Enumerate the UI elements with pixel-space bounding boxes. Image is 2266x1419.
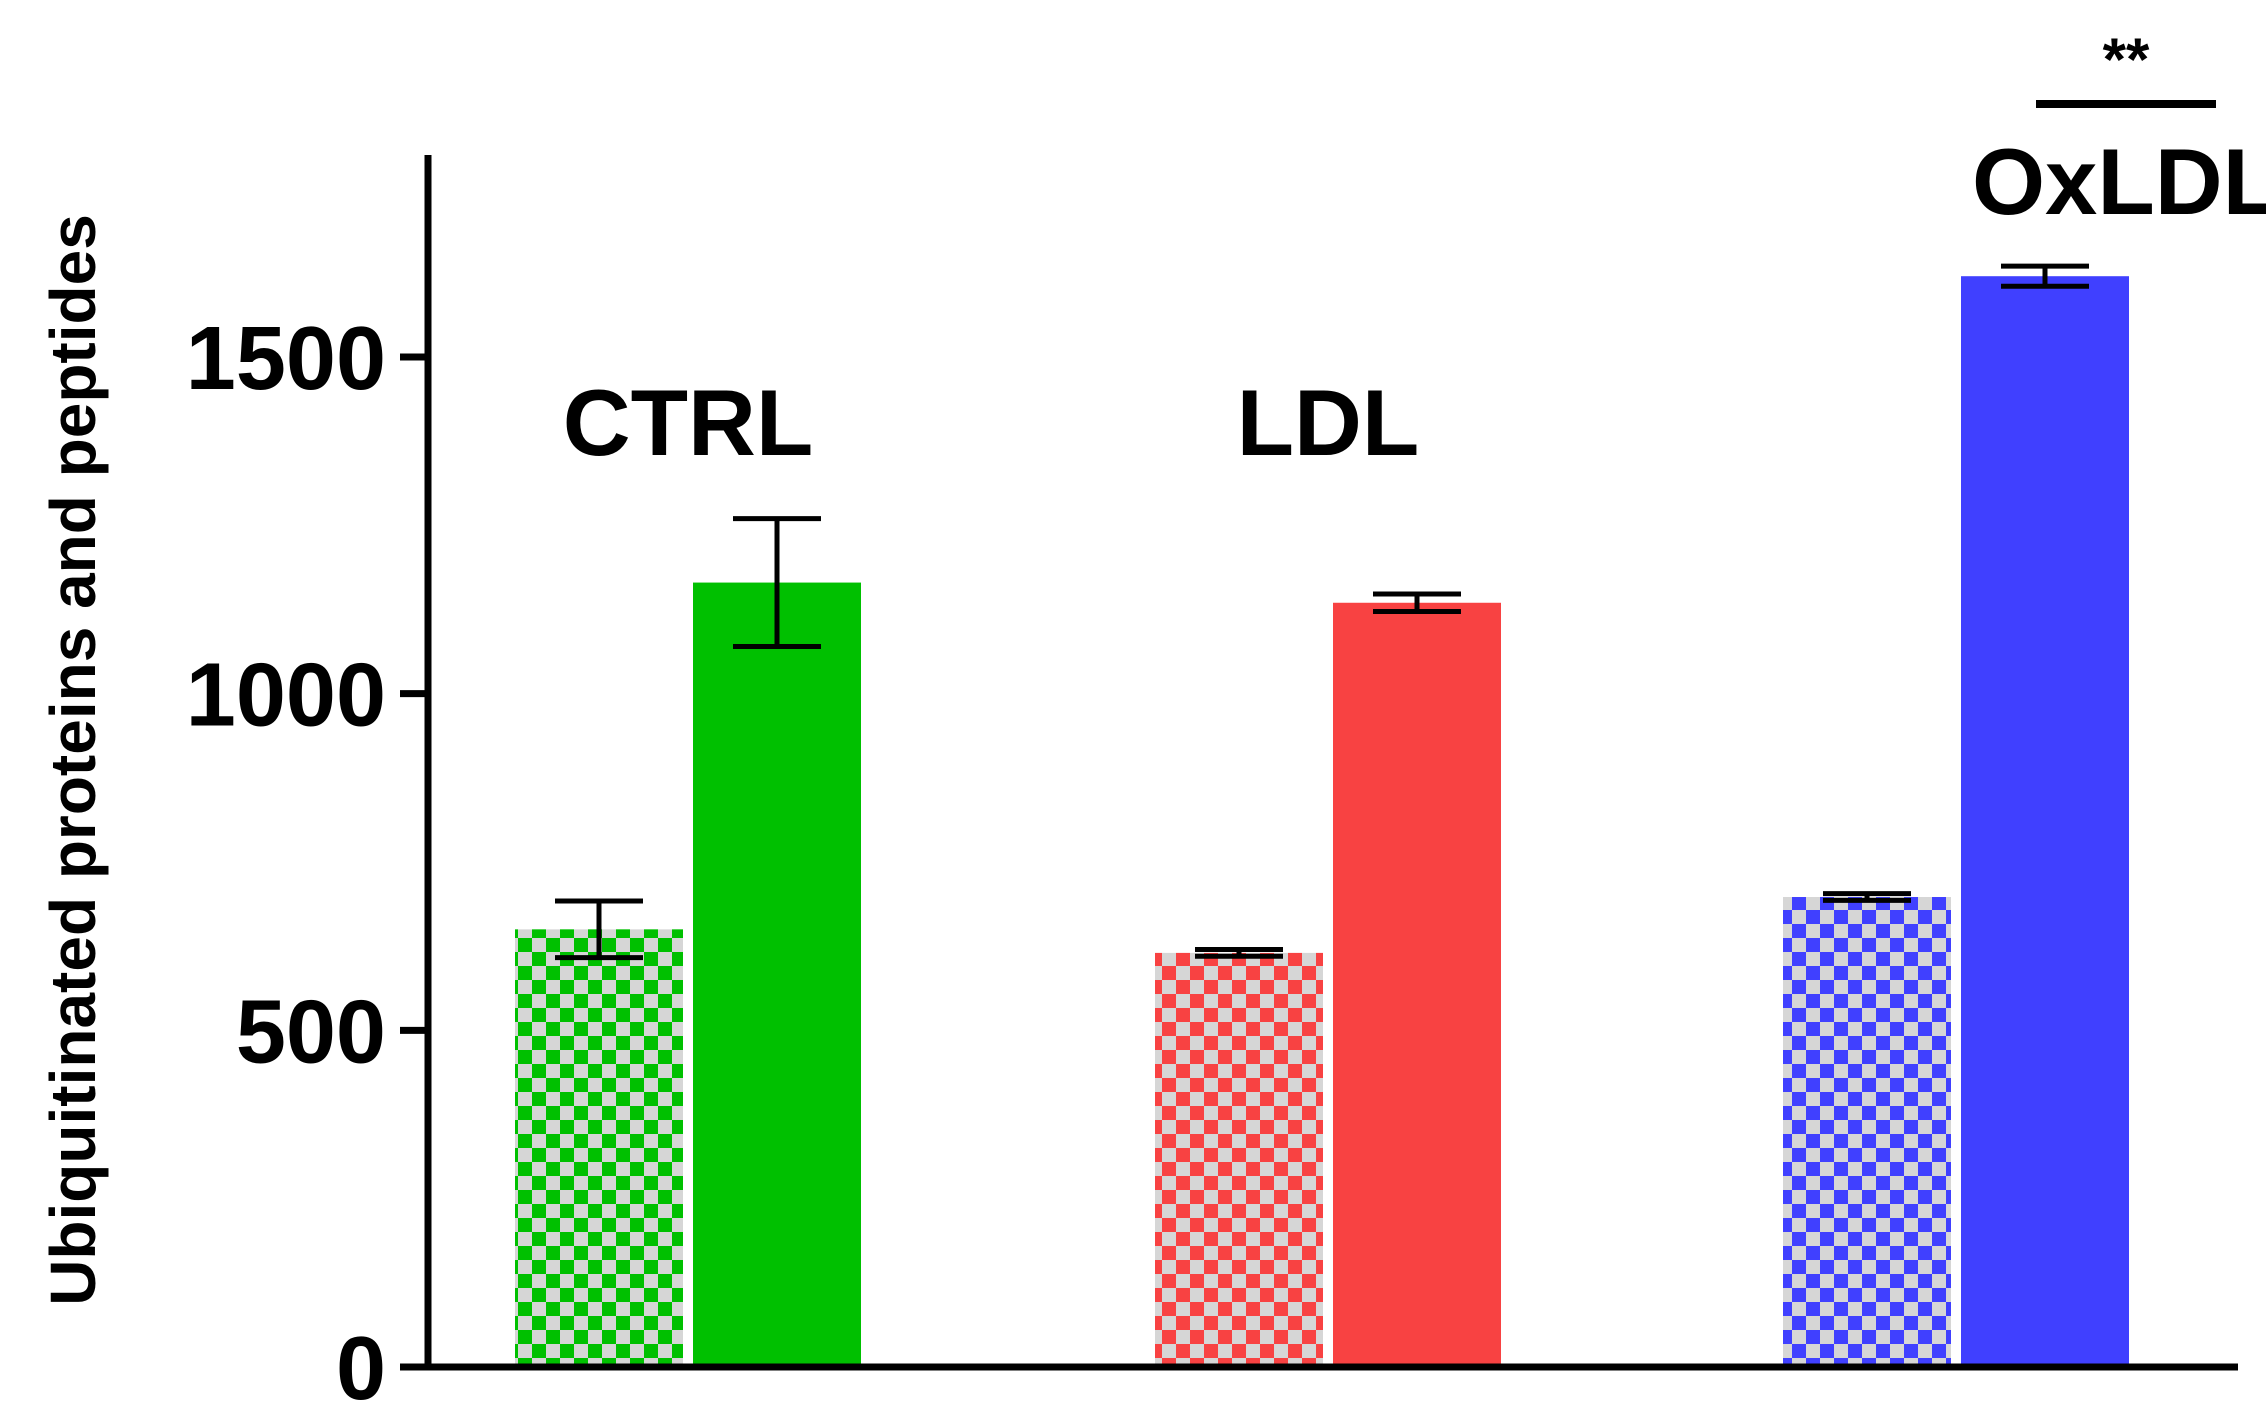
error-bar (1195, 947, 1283, 959)
bars-layer (515, 263, 2129, 1368)
significance-label: ** (2103, 26, 2150, 93)
y-tick-label: 500 (236, 982, 386, 1082)
y-tick-label: 1500 (186, 309, 386, 409)
error-bar (2001, 263, 2089, 289)
bar-oxldl-solid (1961, 276, 2129, 1368)
error-bar (555, 898, 643, 961)
y-ticks: 0 500 1000 1500 (186, 309, 428, 1419)
y-tick-label: 1000 (186, 646, 386, 746)
bar-ldl-solid (1333, 602, 1501, 1367)
bar-ctrl-solid (693, 582, 861, 1367)
bar-oxldl-checkered (1783, 897, 1951, 1367)
group-label-ldl: LDL (1237, 370, 1420, 475)
bar-ldl-checkered (1155, 952, 1323, 1367)
group-label-ctrl: CTRL (563, 370, 814, 475)
group-labels: CTRL LDL OxLDL ** (563, 26, 2266, 475)
bar-ctrl-checkered (515, 929, 683, 1367)
y-tick-label: 0 (336, 1319, 386, 1419)
y-axis-title: Ubiquitinated proteins and peptides (37, 214, 109, 1306)
significance-annotation: ** (2036, 26, 2216, 108)
group-label-oxldl: OxLDL (1972, 129, 2266, 234)
error-bar (1823, 891, 1911, 903)
error-bar (1373, 591, 1461, 615)
error-bar (733, 516, 821, 650)
